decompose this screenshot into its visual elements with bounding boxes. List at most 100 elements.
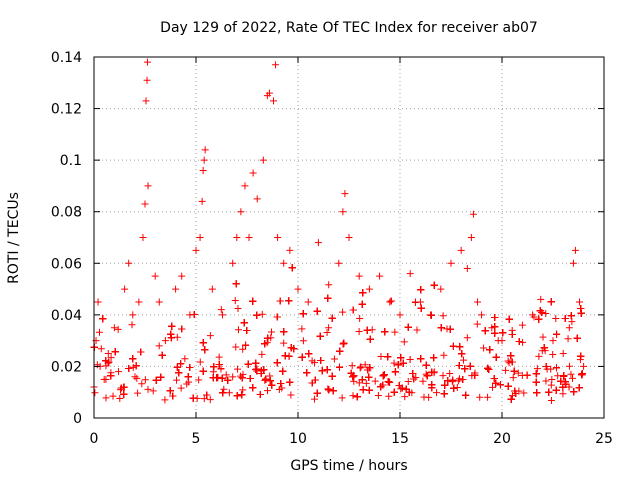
data-point [509,374,517,382]
data-point [539,333,547,341]
data-point [231,297,239,305]
data-point [206,396,214,404]
data-point [267,334,275,342]
data-point [549,351,557,359]
data-point [489,383,497,391]
data-point [349,392,357,400]
data-point [422,370,430,378]
data-point [133,374,141,382]
data-point [484,393,492,401]
data-point [215,353,223,361]
data-point [323,328,331,336]
data-point [330,355,338,363]
data-point [134,389,142,397]
data-point [234,304,242,312]
data-point [144,385,152,393]
data-point [91,389,99,397]
data-point [102,394,110,402]
data-points [90,58,588,405]
data-point [161,396,169,404]
data-point [446,370,454,378]
data-point [141,376,149,384]
data-point [454,377,462,385]
data-point [541,347,549,355]
data-point [385,392,393,400]
data-point [552,315,560,323]
data-point [232,343,240,351]
data-point [217,306,225,314]
data-point [234,326,242,334]
data-point [355,379,363,387]
data-point [463,334,471,342]
data-point [239,386,247,394]
data-point [298,325,306,333]
data-point [374,391,382,399]
data-point [185,378,193,386]
data-point [554,372,562,380]
data-point [128,321,136,329]
data-point [258,350,266,358]
data-point [107,354,115,362]
data-point [514,369,522,377]
data-point [310,359,318,367]
data-point [338,394,346,402]
data-point [325,281,333,289]
data-point [196,358,204,366]
data-point [567,370,575,378]
data-point [229,373,237,381]
data-point [535,352,543,360]
data-point [299,337,307,345]
data-point [275,386,283,394]
data-point [548,375,556,383]
data-point [547,365,555,373]
data-point [559,390,567,398]
data-point [533,365,541,373]
data-point [520,389,528,397]
data-point [173,376,181,384]
data-point [519,338,527,346]
data-point [362,379,370,387]
data-point [419,377,427,385]
data-point [97,345,105,353]
data-point [480,344,488,352]
data-point [356,364,364,372]
data-point [138,380,146,388]
data-point [200,395,208,403]
data-point [258,310,266,318]
data-point [568,318,576,326]
data-point [114,325,122,333]
data-point [400,338,408,346]
data-point [413,326,421,334]
data-point [425,393,433,401]
data-point [459,356,467,364]
data-point [324,385,332,393]
data-point [404,378,412,386]
data-point [564,335,572,343]
data-point [149,387,157,395]
data-point [547,397,555,405]
grid-lines [94,57,604,418]
data-point [440,351,448,359]
data-point [109,392,117,400]
data-point [371,377,379,385]
data-point [377,353,385,361]
data-point [116,395,124,403]
data-point [569,374,577,382]
data-point [473,320,481,328]
data-point [439,372,447,380]
data-point [310,395,318,403]
data-point [220,385,228,393]
data-point [356,315,364,323]
data-point [391,328,399,336]
data-point [401,393,409,401]
data-point [239,345,247,353]
chart-title: Day 129 of 2022, Rate Of TEC Index for r… [160,20,538,36]
data-point [390,359,398,367]
data-point [433,389,441,397]
data-point [355,328,363,336]
data-point [234,365,242,373]
data-point [268,328,276,336]
data-point [266,372,274,380]
data-point [181,355,189,363]
